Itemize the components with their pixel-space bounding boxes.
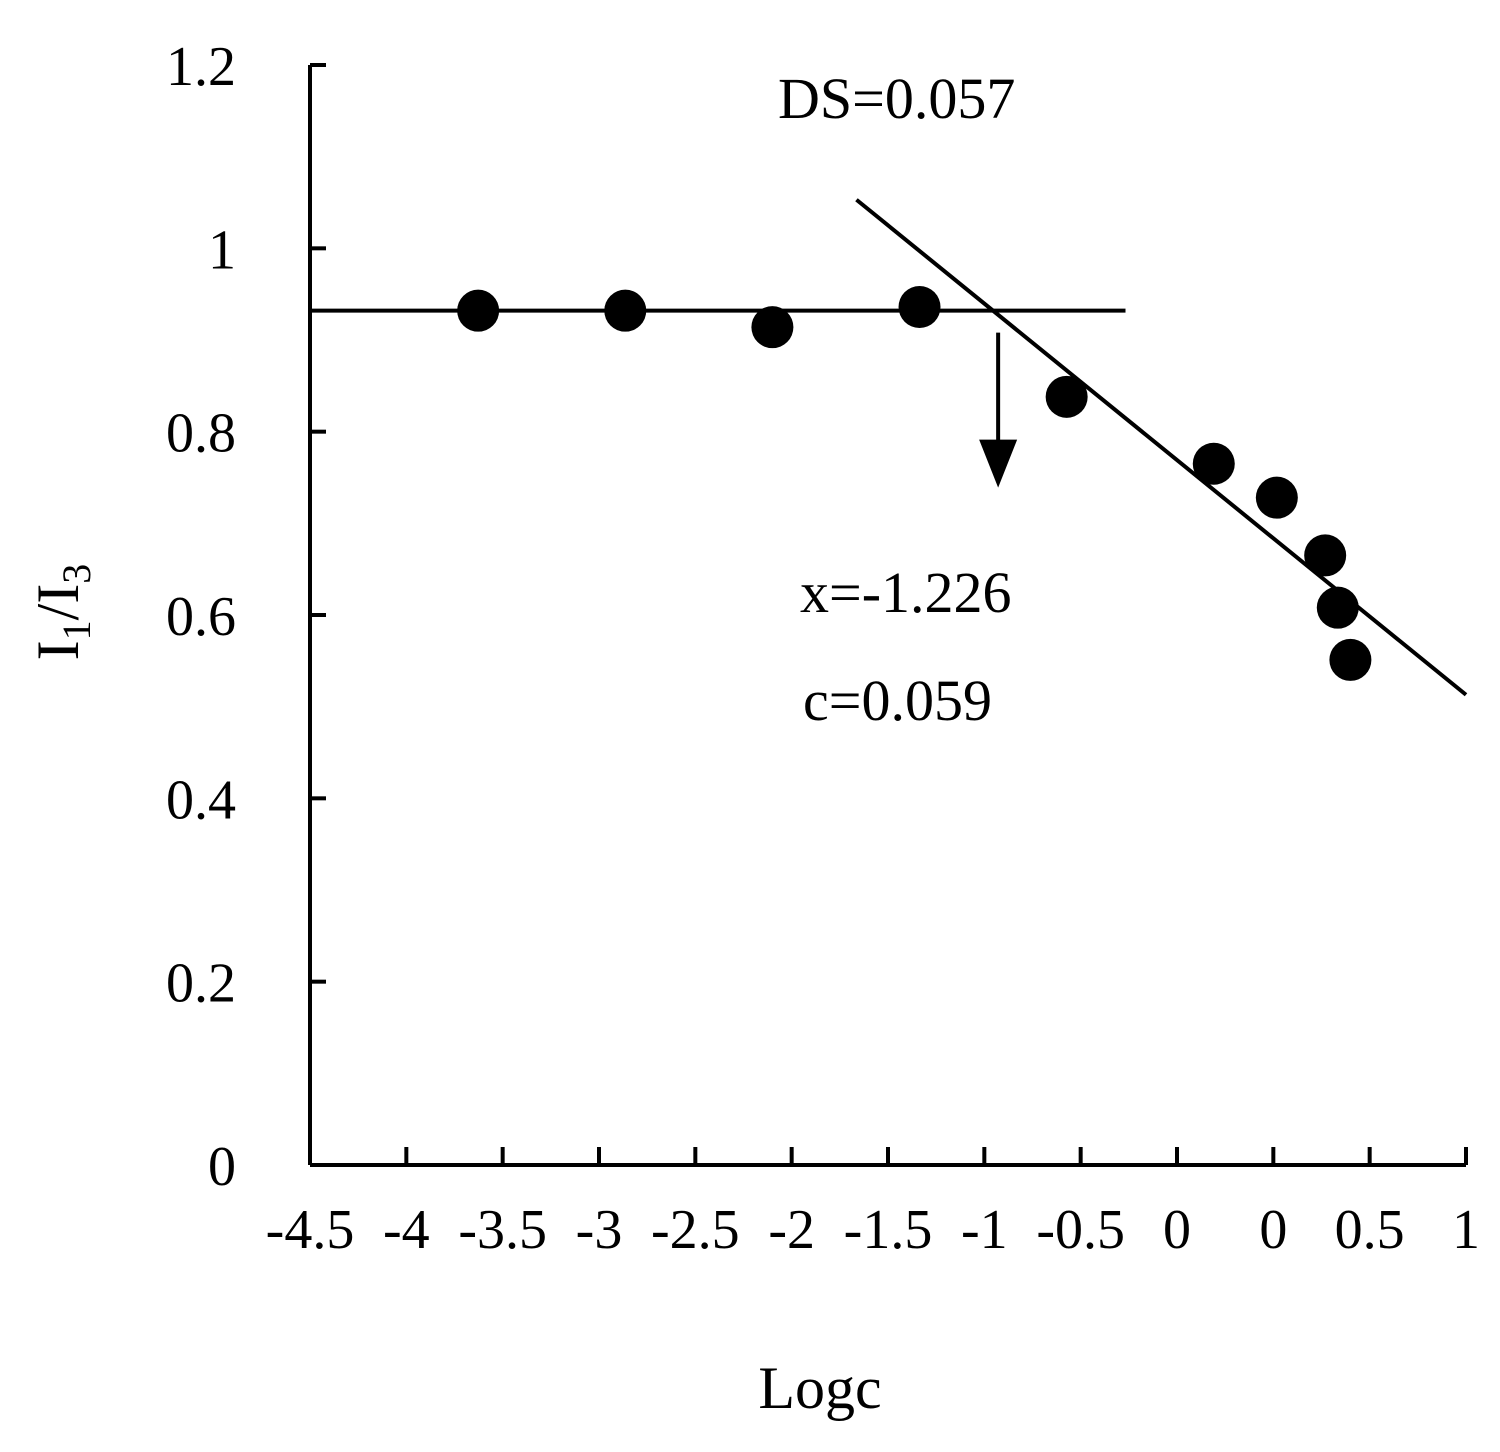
x-tick-label: -1.5 [844, 1199, 933, 1261]
c-value-annotation: c=0.059 [803, 668, 992, 733]
y-tick-label: 0.4 [166, 769, 236, 831]
y-tick-label: 0 [208, 1136, 236, 1198]
y-label-sub1: 1 [54, 620, 99, 640]
arrow-head [979, 439, 1018, 488]
x-tick-label: 0 [1259, 1199, 1287, 1261]
x-axis-label: Logc [758, 1355, 881, 1421]
x-ticks: -4.5 -4 -3.5 -3 -2.5 -2 -1.5 -1 -0.5 0 0 0.5 1 [266, 1147, 1480, 1261]
data-point [1255, 476, 1298, 519]
x-tick-label: -4.5 [266, 1199, 355, 1261]
y-axis-label: I1/I3 [25, 564, 99, 661]
x-tick-label: -2.5 [651, 1199, 740, 1261]
y-label-main: I [25, 640, 91, 660]
x-value-annotation: x=-1.226 [800, 560, 1012, 625]
y-label-sub2: 3 [54, 564, 99, 584]
svg-text:I1/I3: I1/I3 [25, 564, 99, 661]
y-label-slash: / [25, 603, 91, 620]
y-label-main2: I [25, 584, 91, 604]
data-point [751, 306, 794, 349]
x-tick-label: -0.5 [1036, 1199, 1125, 1261]
data-point [1304, 534, 1347, 577]
x-tick-label: -3.5 [458, 1199, 547, 1261]
x-tick-label: -4 [383, 1199, 430, 1261]
y-tick-label: 0.8 [166, 403, 236, 465]
x-tick-label: -2 [768, 1199, 815, 1261]
x-tick-label: -3 [576, 1199, 623, 1261]
data-point [457, 289, 500, 332]
y-tick-label: 1 [208, 219, 236, 281]
decline-fit-line [855, 198, 1468, 697]
data-point [898, 286, 941, 328]
ds-annotation: DS=0.057 [778, 66, 1015, 131]
data-point [1045, 375, 1088, 418]
y-tick-label: 0.6 [166, 586, 236, 648]
data-point [1192, 442, 1235, 485]
y-tick-label: 1.2 [166, 36, 236, 98]
x-tick-label: 0 [1163, 1199, 1191, 1261]
data-point [1329, 638, 1372, 681]
y-ticks: 0 0.2 0.4 0.6 0.8 1 1.2 [166, 36, 326, 1198]
data-point [604, 289, 647, 332]
intersection-arrow [979, 332, 1018, 488]
x-tick-label: 1 [1452, 1199, 1480, 1261]
x-tick-label: 0.5 [1335, 1199, 1405, 1261]
x-tick-label: -1 [961, 1199, 1008, 1261]
fit-lines [310, 198, 1468, 697]
data-points [457, 286, 1372, 681]
y-tick-label: 0.2 [166, 953, 236, 1015]
data-point [1316, 586, 1359, 629]
